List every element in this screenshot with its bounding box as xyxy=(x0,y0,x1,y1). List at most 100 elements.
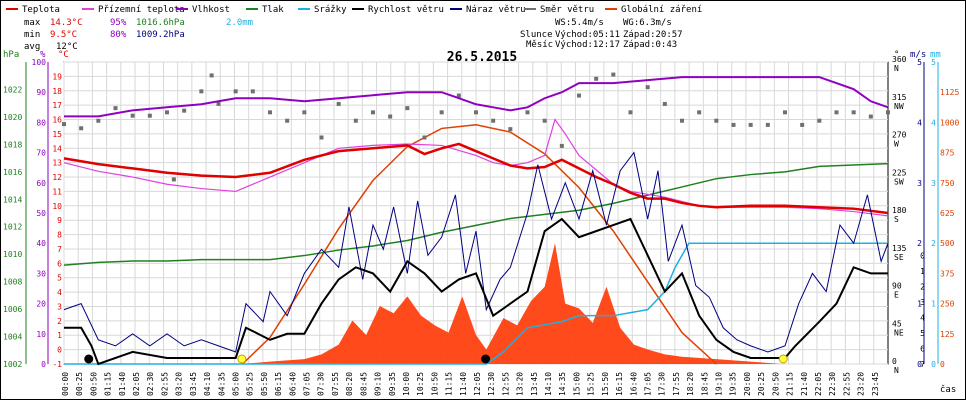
dir-name-label: N xyxy=(894,366,899,375)
direction-point xyxy=(285,118,290,123)
pct-tick-label: 50 xyxy=(36,209,46,218)
series-vlhkost xyxy=(64,76,889,118)
time-tick-label: 05:25 xyxy=(246,372,255,396)
rain-rate-tick-label: 6 xyxy=(920,345,925,354)
time-tick-label: 04:10 xyxy=(203,372,212,396)
plot-area xyxy=(62,72,890,366)
hpa-tick-label: 1016 xyxy=(3,168,22,177)
astro-sun-rise: Východ:05:11 xyxy=(555,30,620,40)
time-tick-label: 16:15 xyxy=(615,372,624,396)
time-tick-label: 07:05 xyxy=(303,372,312,396)
temp-tick-label: 12 xyxy=(52,173,62,182)
direction-point xyxy=(731,122,736,127)
dir-tick-label: 180 xyxy=(892,206,907,215)
stats-min-press: 1009.2hPa xyxy=(136,30,185,40)
rain-rate-tick-label: 4 xyxy=(920,314,925,323)
time-tick-label: 23:20 xyxy=(857,372,866,396)
hpa-tick-label: 1022 xyxy=(3,85,22,94)
time-unit-label: čas xyxy=(940,384,956,395)
direction-point xyxy=(336,101,341,106)
dir-tick-label: 270 xyxy=(892,131,907,140)
time-tick-label: 20:25 xyxy=(757,372,766,396)
moonrise-marker xyxy=(481,354,491,364)
time-tick-label: 17:05 xyxy=(643,372,652,396)
temp-tick-label: 15 xyxy=(52,130,62,139)
ms-tick-label: 1 xyxy=(917,300,922,309)
time-tick-label: 13:20 xyxy=(516,372,525,396)
time-tick-label: 09:10 xyxy=(374,372,383,396)
temp-tick-label: 0 xyxy=(57,346,62,355)
rain-rate-tick-label: 3 xyxy=(920,298,925,307)
direction-point xyxy=(456,93,461,98)
hpa-tick-label: 1008 xyxy=(3,278,22,287)
stats-block: max 14.3°C 95% 1016.6hPa 2.0mm min 9.5°C… xyxy=(24,18,253,52)
direction-point xyxy=(147,113,152,118)
rain-rate-tick-label: 5 xyxy=(920,329,925,338)
dir-tick-label: 225 xyxy=(892,168,907,177)
temp-tick-label: 4 xyxy=(57,288,62,297)
rain-rate-tick-label: 7 xyxy=(920,360,925,369)
pct-tick-label: 20 xyxy=(36,300,46,309)
time-tick-label: 02:30 xyxy=(146,372,155,396)
direction-point xyxy=(662,101,667,106)
time-tick-label: 15:50 xyxy=(601,372,610,396)
pct-tick-label: 70 xyxy=(36,149,46,158)
mm-tick-label: 5 xyxy=(931,58,936,67)
legend: Teplota Přízemní teplota Vlhkost Tlak Srážky… xyxy=(6,5,702,15)
direction-point xyxy=(645,85,650,90)
time-tick-label: 10:50 xyxy=(430,372,439,396)
ms-tick-label: 2 xyxy=(917,239,922,248)
pct-tick-label: 100 xyxy=(32,58,47,67)
time-tick-label: 13:45 xyxy=(530,372,539,396)
time-tick-label: 07:55 xyxy=(331,372,340,396)
time-tick-label: 16:40 xyxy=(629,372,638,396)
direction-point xyxy=(817,118,822,123)
mm-tick-label: 3 xyxy=(931,179,936,188)
legend-label: Přízemní teplota xyxy=(98,5,185,15)
time-tick-label: 01:40 xyxy=(118,372,127,396)
time-tick-label: 08:45 xyxy=(359,372,368,396)
hpa-tick-label: 1014 xyxy=(3,195,22,204)
ms-tick-label: 4 xyxy=(917,118,922,127)
temp-tick-label: 7 xyxy=(57,245,62,254)
wm2-tick-label: 625 xyxy=(940,209,955,218)
time-tick-label: 03:45 xyxy=(189,372,198,396)
direction-point xyxy=(62,122,66,127)
dir-name-label: SE xyxy=(894,253,904,262)
time-tick-label: 00:50 xyxy=(89,372,98,396)
direction-point xyxy=(525,110,530,115)
ms-tick-label: 3 xyxy=(917,179,922,188)
time-tick-label: 22:30 xyxy=(828,372,837,396)
direction-point xyxy=(834,110,839,115)
hpa-tick-label: 1002 xyxy=(3,360,22,369)
time-tick-label: 20:50 xyxy=(771,372,780,396)
direction-point xyxy=(748,122,753,127)
direction-point xyxy=(474,110,478,115)
direction-point xyxy=(388,114,393,119)
time-tick-label: 22:05 xyxy=(814,372,823,396)
series-teplota xyxy=(63,142,889,215)
time-tick-label: 05:00 xyxy=(231,372,240,396)
legend-label: Globální záření xyxy=(621,5,702,15)
temp-tick-label: 8 xyxy=(57,231,62,240)
dir-name-label: W xyxy=(894,140,899,149)
mm-tick-label: 0 xyxy=(931,360,936,369)
time-tick-label: 23:45 xyxy=(871,372,880,396)
ms-tick-label: 5 xyxy=(917,58,922,67)
time-tick-label: 07:30 xyxy=(317,372,326,396)
stats-min-hum: 80% xyxy=(110,30,127,40)
hpa-tick-label: 1010 xyxy=(3,250,22,259)
dir-name-label: E xyxy=(894,291,899,300)
dir-tick-label: 90 xyxy=(892,282,902,291)
direction-point xyxy=(130,113,135,118)
temp-tick-label: 18 xyxy=(52,87,62,96)
rain-rate-tick-label: 1 xyxy=(920,267,925,276)
sunset-marker xyxy=(778,354,788,364)
left-axes: 1022102010181016101410121010100810061004… xyxy=(3,58,62,369)
series-n-raz-v-tru xyxy=(63,151,889,353)
dir-name-label: N xyxy=(894,64,899,73)
wm2-tick-label: 0 xyxy=(940,360,945,369)
stats-avg-temp: 12°C xyxy=(56,42,78,52)
temp-tick-label: 13 xyxy=(52,159,62,168)
mm-tick-label: 2 xyxy=(931,239,936,248)
